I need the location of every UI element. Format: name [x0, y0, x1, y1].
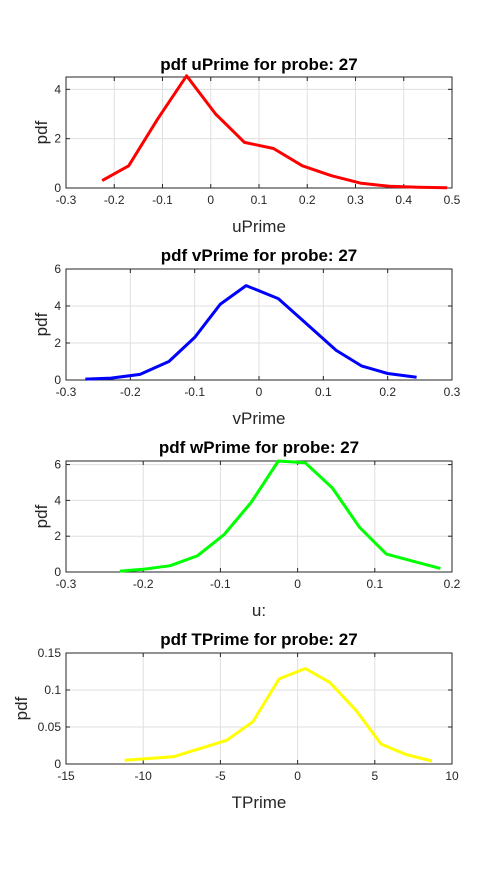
- x-tick-label: 0.3: [444, 385, 461, 399]
- y-tick-label: 0.15: [38, 646, 62, 660]
- x-tick-label: -0.1: [210, 577, 231, 591]
- x-axis-label: u:: [252, 601, 266, 620]
- series-line: [85, 284, 417, 381]
- y-tick-label: 2: [54, 529, 61, 543]
- x-tick-label: 5: [371, 769, 378, 783]
- x-tick-label: 0.2: [299, 193, 316, 207]
- y-tick-label: 4: [54, 82, 61, 96]
- chart-title: pdf uPrime for probe: 27: [160, 55, 357, 74]
- y-tick-label: 0.05: [38, 720, 62, 734]
- x-axis-label: TPrime: [232, 793, 287, 812]
- series-line: [101, 74, 448, 190]
- x-tick-label: -10: [135, 769, 153, 783]
- y-axis-label: pdf: [12, 696, 31, 720]
- x-tick-label: 0.3: [347, 193, 364, 207]
- y-tick-label: 0: [54, 373, 61, 387]
- x-tick-label: 0: [207, 193, 214, 207]
- y-axis-label: pdf: [32, 504, 51, 528]
- x-axis-label: vPrime: [233, 409, 286, 428]
- y-tick-label: 0: [54, 757, 61, 771]
- y-tick-label: 6: [54, 262, 61, 276]
- x-tick-label: 0.1: [315, 385, 332, 399]
- x-tick-label: -0.1: [184, 385, 205, 399]
- x-tick-label: 0.1: [366, 577, 383, 591]
- x-tick-label: -0.2: [120, 385, 141, 399]
- x-tick-label: 0.2: [379, 385, 396, 399]
- x-tick-label: 0.1: [251, 193, 268, 207]
- x-tick-label: -0.2: [104, 193, 125, 207]
- y-tick-label: 6: [54, 458, 61, 472]
- x-tick-label: 0: [294, 577, 301, 591]
- y-tick-label: 0: [54, 181, 61, 195]
- subplot-1: -0.3 -0.2 -0.1 0 0.1 0.2 0.3 0.4 0.5 0 2 4 pdf uPrim…: [32, 55, 461, 236]
- series-line: [119, 459, 441, 573]
- y-tick-label: 2: [54, 132, 61, 146]
- x-tick-label: -15: [57, 769, 75, 783]
- x-tick-label: 0: [294, 769, 301, 783]
- axes-box: [65, 652, 453, 765]
- x-tick-label: 0: [256, 385, 263, 399]
- x-tick-label: -0.3: [56, 193, 77, 207]
- chart-title: pdf wPrime for probe: 27: [159, 438, 359, 457]
- x-tick-label: 10: [445, 769, 459, 783]
- subplot-2: -0.3 -0.2 -0.1 0 0.1 0.2 0.3 0 2 4 6 pdf vPrime for…: [32, 246, 461, 428]
- series-line: [124, 667, 433, 763]
- x-axis-label: uPrime: [232, 217, 286, 236]
- x-tick-label: -5: [215, 769, 226, 783]
- y-tick-label: 0: [54, 565, 61, 579]
- subplot-4: -15 -10 -5 0 5 10 0 0.05 0.1 0.15 pdf TPrime for p…: [12, 630, 459, 812]
- x-tick-label: -0.1: [152, 193, 173, 207]
- y-tick-label: 4: [54, 299, 61, 313]
- y-tick-label: 0.1: [44, 683, 61, 697]
- axes-box: [65, 460, 453, 573]
- y-tick-label: 4: [54, 493, 61, 507]
- subplot-3: -0.3 -0.2 -0.1 0 0.1 0.2 0 2 4 6 pdf wPrime for pr…: [32, 438, 461, 620]
- x-tick-label: -0.3: [56, 385, 77, 399]
- chart-title: pdf TPrime for probe: 27: [160, 630, 357, 649]
- chart-title: pdf vPrime for probe: 27: [161, 246, 357, 265]
- x-tick-label: 0.2: [444, 577, 461, 591]
- y-tick-label: 2: [54, 336, 61, 350]
- x-tick-label: 0.5: [444, 193, 461, 207]
- x-tick-label: 0.4: [395, 193, 412, 207]
- y-axis-label: pdf: [32, 312, 51, 336]
- y-axis-label: pdf: [32, 120, 51, 144]
- x-tick-label: -0.3: [56, 577, 77, 591]
- x-tick-label: -0.2: [133, 577, 154, 591]
